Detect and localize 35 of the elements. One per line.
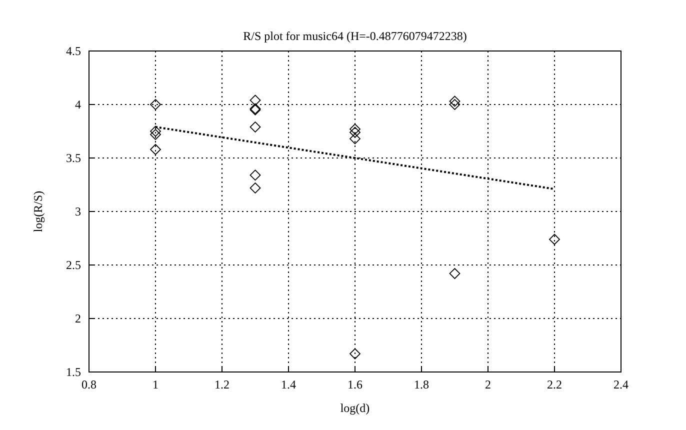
x-tick-label: 2.2	[547, 378, 562, 392]
y-tick-label: 4.5	[66, 44, 81, 58]
x-axis-title: log(d)	[340, 401, 370, 415]
y-tick-label: 2.5	[66, 258, 81, 272]
x-tick-label: 1.6	[348, 378, 362, 392]
y-tick-label: 2	[75, 311, 81, 326]
y-tick-label: 3	[75, 204, 81, 218]
point	[449, 99, 460, 110]
chart-title: R/S plot for music64 (H=-0.48776079472238)	[243, 29, 467, 43]
x-tick-label: 1	[152, 378, 158, 392]
point	[350, 348, 360, 360]
point	[449, 268, 460, 280]
point	[350, 133, 360, 144]
y-tick-label: 4	[75, 97, 81, 112]
y-axis-title: log(R/S)	[31, 190, 45, 232]
point	[250, 94, 261, 106]
x-tick-label: 2	[485, 378, 491, 392]
point	[350, 124, 360, 135]
point	[549, 234, 560, 245]
y-tick-label: 1.5	[66, 364, 81, 379]
point	[250, 122, 261, 132]
point	[150, 129, 161, 140]
point	[150, 99, 161, 110]
point	[350, 126, 360, 138]
point	[449, 96, 460, 107]
x-tick-label: 0.8	[82, 378, 96, 392]
point	[250, 170, 261, 181]
point	[250, 182, 261, 194]
y-tick-label: 3.5	[66, 150, 81, 165]
x-tick-label: 2.4	[614, 378, 628, 392]
point	[150, 126, 161, 137]
x-tick-label: 1.4	[281, 378, 296, 392]
x-tick-label: 1.8	[414, 378, 429, 392]
x-tick-label: 1.2	[214, 378, 230, 392]
point	[150, 144, 161, 155]
